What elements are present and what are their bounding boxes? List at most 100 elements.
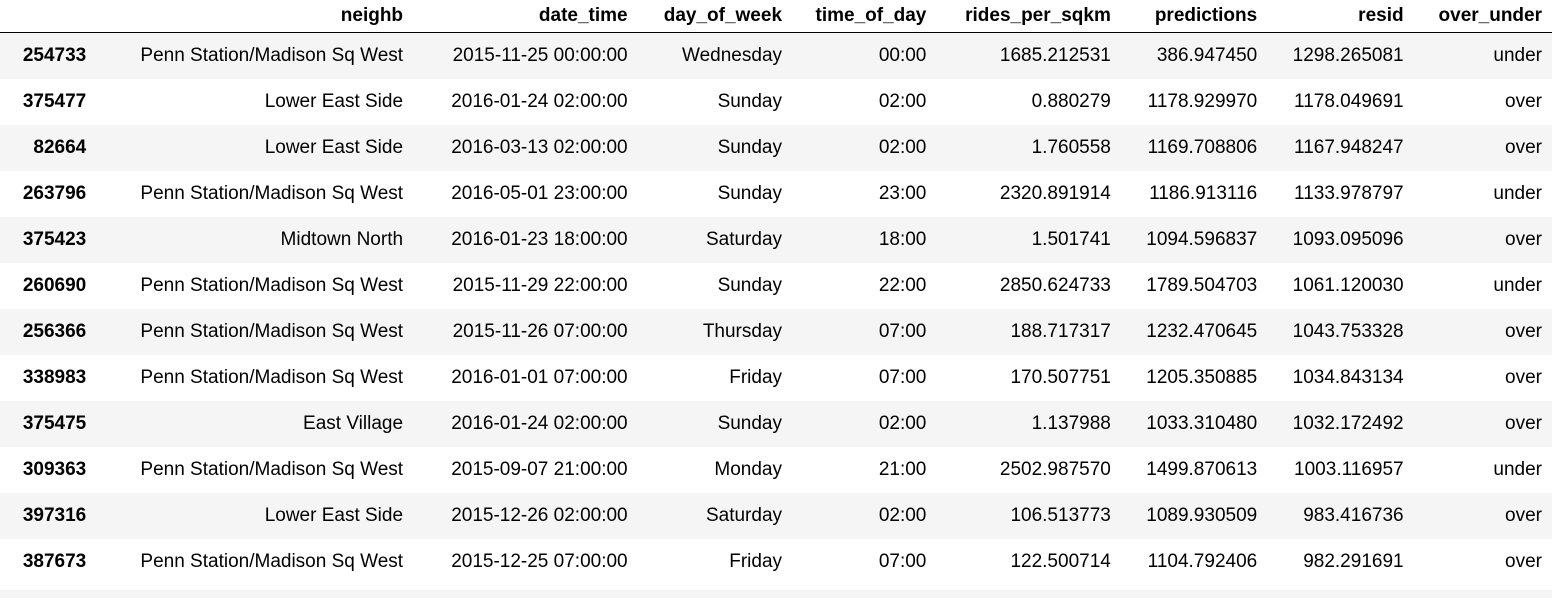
table-row: 338983 Penn Station/Madison Sq West 2016-0… — [0, 354, 1552, 401]
cell-predictions: 1186.913116 — [1149, 182, 1258, 204]
row-index: 338983 — [22, 366, 87, 388]
cell-predictions: 1094.596837 — [1146, 228, 1258, 250]
cell-time-of-day: 00:00 — [878, 44, 927, 66]
partial-next-row — [0, 590, 1552, 598]
cell-neighb: Lower East Side — [264, 504, 404, 526]
cell-rides-per-sqkm: 106.513773 — [1010, 504, 1111, 526]
table-row: 375423 Midtown North 2016-01-23 18:00:00 Sa… — [0, 216, 1552, 263]
table-row: 260690 Penn Station/Madison Sq West 2015-1… — [0, 262, 1552, 309]
table-row: 309363 Penn Station/Madison Sq West 2015-0… — [0, 446, 1552, 493]
cell-over-under: under — [1493, 458, 1542, 480]
cell-resid: 1133.978797 — [1294, 182, 1404, 204]
cell-over-under: over — [1505, 412, 1542, 434]
cell-date-time: 2015-12-25 07:00:00 — [451, 550, 628, 572]
cell-rides-per-sqkm: 122.500714 — [1010, 550, 1111, 572]
cell-time-of-day: 21:00 — [878, 458, 927, 480]
cell-day-of-week: Sunday — [717, 412, 783, 434]
cell-resid: 1032.172492 — [1292, 412, 1404, 434]
cell-neighb: Lower East Side — [264, 90, 404, 112]
cell-date-time: 2015-11-29 22:00:00 — [452, 274, 628, 296]
cell-predictions: 1205.350885 — [1146, 366, 1258, 388]
cell-over-under: over — [1505, 228, 1542, 250]
cell-over-under: over — [1505, 366, 1542, 388]
cell-date-time: 2016-03-13 02:00:00 — [451, 136, 628, 158]
cell-neighb: Penn Station/Madison Sq West — [140, 458, 404, 480]
cell-neighb: Penn Station/Madison Sq West — [140, 44, 404, 66]
table-body: 254733 Penn Station/Madison Sq West 2015-1… — [0, 32, 1552, 585]
cell-resid: 1061.120030 — [1292, 274, 1404, 296]
cell-date-time: 2016-01-23 18:00:00 — [451, 228, 628, 250]
cell-time-of-day: 02:00 — [878, 412, 927, 434]
cell-date-time: 2016-01-24 02:00:00 — [451, 90, 628, 112]
header-over-under: over_under — [1413, 0, 1552, 33]
cell-date-time: 2016-01-01 07:00:00 — [451, 366, 628, 388]
cell-time-of-day: 07:00 — [878, 550, 927, 572]
header-index — [0, 0, 97, 33]
cell-day-of-week: Sunday — [717, 274, 783, 296]
cell-predictions: 1104.792406 — [1147, 550, 1258, 572]
cell-day-of-week: Friday — [729, 366, 783, 388]
cell-rides-per-sqkm: 2502.987570 — [999, 458, 1111, 480]
cell-resid: 1093.095096 — [1292, 228, 1404, 250]
cell-day-of-week: Wednesday — [682, 44, 783, 66]
cell-time-of-day: 07:00 — [878, 320, 927, 342]
cell-predictions: 1089.930509 — [1146, 504, 1258, 526]
cell-time-of-day: 07:00 — [878, 366, 927, 388]
cell-predictions: 1178.929970 — [1147, 90, 1258, 112]
cell-day-of-week: Friday — [729, 550, 783, 572]
cell-predictions: 1169.708806 — [1147, 136, 1258, 158]
cell-day-of-week: Saturday — [705, 504, 783, 526]
row-index: 82664 — [33, 136, 87, 158]
cell-neighb: East Village — [303, 412, 404, 434]
cell-neighb: Penn Station/Madison Sq West — [140, 366, 404, 388]
cell-rides-per-sqkm: 170.507751 — [1010, 366, 1111, 388]
cell-rides-per-sqkm: 2320.891914 — [999, 182, 1111, 204]
cell-time-of-day: 02:00 — [878, 90, 927, 112]
table-row: 256366 Penn Station/Madison Sq West 2015-1… — [0, 308, 1552, 355]
cell-date-time: 2016-05-01 23:00:00 — [451, 182, 628, 204]
cell-rides-per-sqkm: 1.760558 — [1031, 136, 1111, 158]
cell-date-time: 2015-11-25 00:00:00 — [452, 44, 628, 66]
cell-day-of-week: Thursday — [702, 320, 783, 342]
cell-resid: 1003.116957 — [1294, 458, 1404, 480]
cell-predictions: 1789.504703 — [1146, 274, 1258, 296]
row-index: 256366 — [22, 320, 87, 342]
cell-predictions: 1232.470645 — [1146, 320, 1258, 342]
header-rides-per-sqkm: rides_per_sqkm — [936, 0, 1121, 33]
cell-day-of-week: Sunday — [717, 90, 783, 112]
header-predictions: predictions — [1120, 0, 1268, 33]
header-row: neighb date_time day_of_week time_of_day… — [0, 0, 1552, 33]
cell-over-under: under — [1493, 44, 1542, 66]
header-resid: resid — [1267, 0, 1414, 33]
cell-rides-per-sqkm: 1.501741 — [1031, 228, 1111, 250]
cell-resid: 1043.753328 — [1292, 320, 1404, 342]
table-header: neighb date_time day_of_week time_of_day… — [0, 0, 1552, 33]
header-date-time: date_time — [413, 0, 638, 33]
table-row: 375475 East Village 2016-01-24 02:00:00 Sun… — [0, 400, 1552, 447]
row-index: 309363 — [22, 458, 87, 480]
row-index: 397316 — [22, 504, 87, 526]
cell-day-of-week: Monday — [714, 458, 783, 480]
cell-rides-per-sqkm: 1.137988 — [1031, 412, 1111, 434]
table-row: 387673 Penn Station/Madison Sq West 2015-1… — [0, 538, 1552, 585]
cell-neighb: Penn Station/Madison Sq West — [140, 274, 404, 296]
header-neighb: neighb — [96, 0, 414, 33]
cell-neighb: Penn Station/Madison Sq West — [140, 550, 404, 572]
row-index: 375475 — [22, 412, 87, 434]
cell-rides-per-sqkm: 1685.212531 — [999, 44, 1111, 66]
row-index: 260690 — [22, 274, 87, 296]
row-index: 387673 — [22, 550, 87, 572]
cell-over-under: over — [1505, 320, 1542, 342]
cell-date-time: 2016-01-24 02:00:00 — [451, 412, 628, 434]
cell-date-time: 2015-09-07 21:00:00 — [451, 458, 628, 480]
cell-rides-per-sqkm: 0.880279 — [1031, 90, 1111, 112]
cell-time-of-day: 23:00 — [878, 182, 927, 204]
row-index: 375477 — [22, 90, 87, 112]
cell-over-under: under — [1493, 274, 1542, 296]
cell-neighb: Lower East Side — [264, 136, 404, 158]
cell-day-of-week: Sunday — [717, 182, 783, 204]
table-row: 263796 Penn Station/Madison Sq West 2016-0… — [0, 170, 1552, 217]
cell-over-under: over — [1505, 90, 1542, 112]
cell-time-of-day: 02:00 — [878, 504, 927, 526]
